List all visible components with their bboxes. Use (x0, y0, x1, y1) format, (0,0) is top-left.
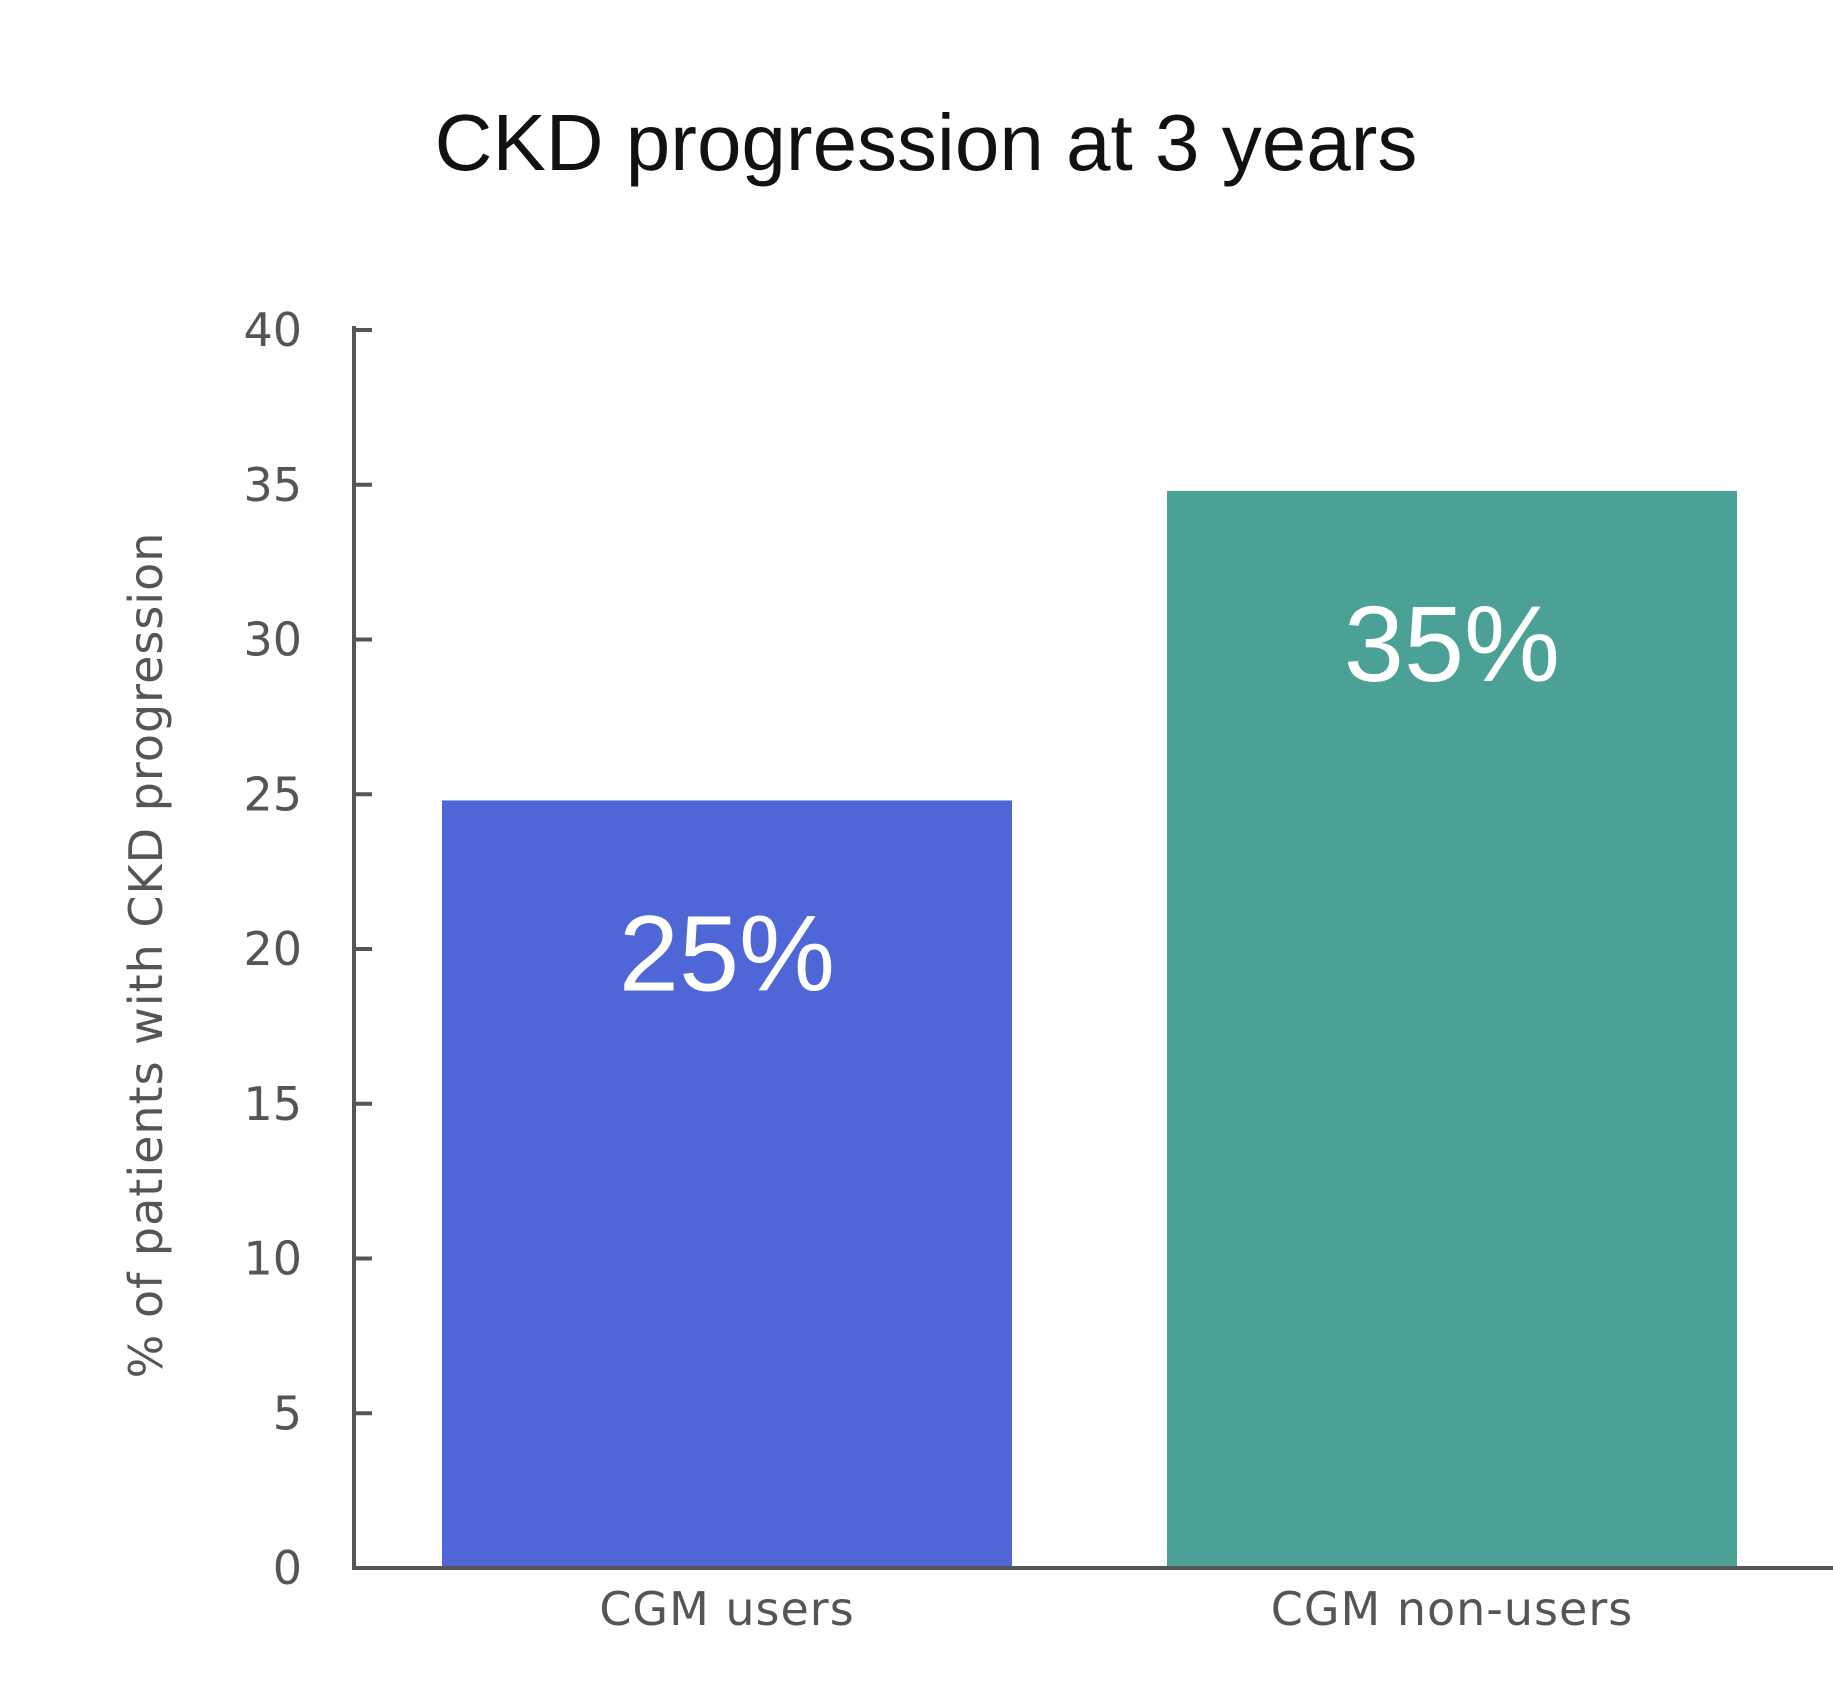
y-tick-label-30: 30 (243, 613, 302, 667)
bars-group (442, 490, 1737, 1569)
y-tick-label-20: 20 (243, 922, 302, 976)
y-tick-label-10: 10 (243, 1232, 302, 1286)
bar-1 (1167, 490, 1737, 1569)
x-tick-label-1: CGM non-users (1271, 1582, 1633, 1636)
y-tick-label-40: 40 (243, 303, 302, 357)
y-tick-label-15: 15 (243, 1077, 302, 1131)
chart-title: CKD progression at 3 years (435, 98, 1418, 187)
y-ticks-group: 0 5 10 15 20 25 30 35 40 (243, 303, 372, 1595)
y-tick-label-0: 0 (273, 1541, 302, 1595)
x-tick-labels-group: CGM users CGM non-users (599, 1582, 1633, 1636)
y-tick-label-5: 5 (273, 1386, 302, 1440)
y-tick-label-25: 25 (243, 767, 302, 821)
y-tick-label-35: 35 (243, 458, 302, 512)
data-labels-group: 25% 35% (619, 583, 1560, 1014)
data-label-1: 35% (1344, 583, 1560, 704)
x-tick-label-0: CGM users (599, 1582, 854, 1636)
y-axis-label: % of patients with CKD progression (119, 532, 173, 1379)
bar-0 (442, 800, 1012, 1568)
data-label-0: 25% (619, 892, 835, 1013)
